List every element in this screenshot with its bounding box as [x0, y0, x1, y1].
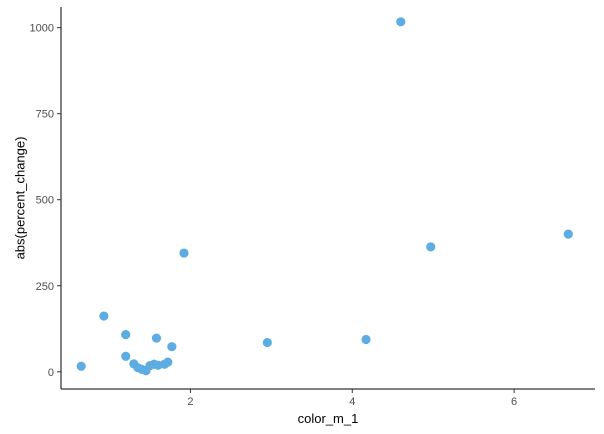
- y-tick-label: 750: [36, 109, 54, 121]
- scatter-point: [151, 333, 162, 343]
- y-axis-ticks: 0 250 500 750 1000: [30, 23, 61, 379]
- y-tick-label: 500: [36, 195, 54, 207]
- points-layer: [76, 17, 573, 376]
- scatter-point: [121, 351, 131, 361]
- x-tick-label: 2: [187, 396, 193, 408]
- scatter-point: [99, 311, 109, 321]
- x-tick-label: 6: [511, 396, 517, 408]
- scatter-point: [563, 229, 573, 239]
- scatter-point: [163, 357, 173, 367]
- scatter-point: [396, 17, 406, 27]
- y-tick-label: 0: [48, 367, 54, 379]
- scatter-point: [121, 330, 131, 340]
- scatter-point: [167, 342, 177, 352]
- scatter-point: [179, 248, 189, 258]
- scatter-point: [262, 337, 272, 348]
- x-tick-label: 4: [349, 396, 355, 408]
- y-tick-label: 250: [36, 281, 54, 293]
- scatter-point: [361, 334, 371, 345]
- scatter-point: [76, 361, 86, 371]
- x-axis-title: color_m_1: [298, 411, 359, 426]
- y-axis-title: abs(percent_change): [13, 137, 28, 260]
- x-axis-ticks: 2 4 6: [187, 389, 517, 408]
- y-tick-label: 1000: [30, 23, 54, 35]
- scatter-point: [426, 242, 436, 252]
